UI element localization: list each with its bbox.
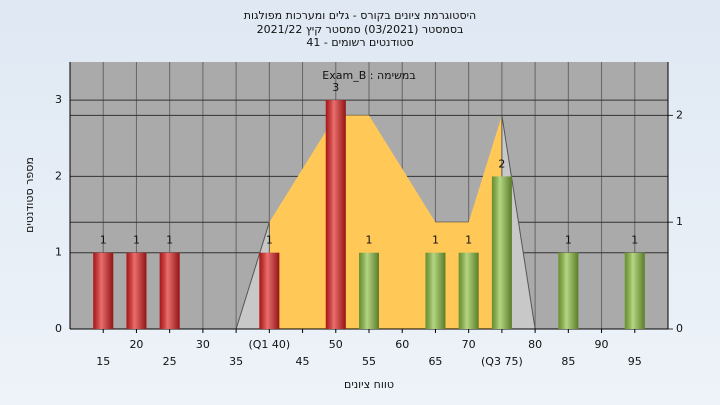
x-tick-label: 85 (561, 355, 575, 368)
y2-tick-label: 2 (676, 108, 683, 121)
x-tick-label: 25 (163, 355, 177, 368)
value-label: 1 (565, 234, 572, 247)
x-tick-label: 30 (196, 338, 210, 351)
x-tick-label: 50 (329, 338, 343, 351)
x-tick-label: 60 (395, 338, 409, 351)
value-label: 1 (465, 234, 472, 247)
bar-shine (425, 252, 446, 329)
bar-shine (624, 252, 645, 329)
x-tick-label: 45 (296, 355, 310, 368)
title: 41 - סטודנטים רשומים (306, 36, 413, 49)
x-tick-label: 70 (462, 338, 476, 351)
title: בסמסטר (03/2021) סמסטר קיץ 2021/22 (257, 23, 464, 36)
bar-shine (325, 100, 346, 330)
bar-shine (93, 252, 114, 329)
value-label: 1 (366, 234, 373, 247)
value-label: 1 (631, 234, 638, 247)
y-tick-label: 3 (55, 93, 62, 106)
bar-shine (259, 252, 280, 329)
value-label: 1 (166, 234, 173, 247)
bar-shine (458, 252, 479, 329)
annotation: Exam_B : במשימה (322, 69, 415, 82)
bar-shine (159, 252, 180, 329)
x-tick-label: 90 (595, 338, 609, 351)
value-label: 1 (266, 234, 273, 247)
y-tick-label: 0 (55, 322, 62, 335)
x-tick-label: (Q3 75) (481, 355, 523, 368)
y2-tick-label: 1 (676, 215, 683, 228)
x-tick-label: (Q1 40) (248, 338, 290, 351)
x-tick-label: 35 (229, 355, 243, 368)
x-tick-label: 20 (129, 338, 143, 351)
x-tick-label: 55 (362, 355, 376, 368)
y-tick-label: 2 (55, 169, 62, 182)
bar-shine (491, 176, 512, 329)
x-axis-label: טווח ציונים (344, 378, 394, 391)
y2-tick-label: 0 (676, 322, 683, 335)
bar-shine (558, 252, 579, 329)
y-tick-label: 1 (55, 246, 62, 259)
x-tick-label: 65 (428, 355, 442, 368)
bar-shine (126, 252, 147, 329)
value-label: 1 (100, 234, 107, 247)
title: היסטוגרמת ציונים בקורס - גלים ומערכות מפ… (244, 9, 476, 22)
value-label: 1 (133, 234, 140, 247)
value-label: 2 (498, 157, 505, 170)
bar-shine (359, 252, 379, 329)
x-tick-label: 95 (628, 355, 642, 368)
value-label: 3 (332, 81, 339, 94)
x-tick-label: 15 (96, 355, 110, 368)
y-axis-label: מספר סטודנטים (23, 157, 36, 233)
x-tick-label: 80 (528, 338, 542, 351)
value-label: 1 (432, 234, 439, 247)
